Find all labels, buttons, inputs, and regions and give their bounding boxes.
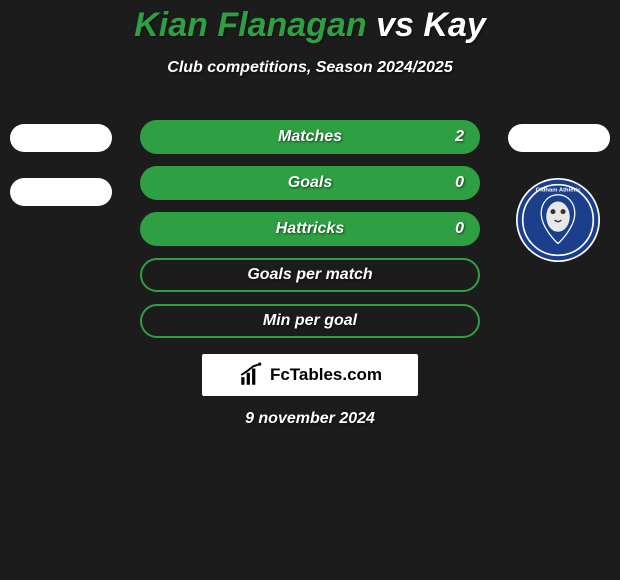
player2-club-badge: Oldham Athletic	[516, 178, 600, 262]
club-crest-icon: Oldham Athletic	[516, 178, 600, 262]
stat-label: Goals per match	[142, 266, 478, 284]
stat-bars: Matches 2 Goals 0 Hattricks 0 Goals per …	[140, 120, 480, 350]
fctables-logo: FcTables.com	[202, 354, 418, 396]
stat-value: 0	[455, 174, 464, 192]
stat-bar-matches: Matches 2	[140, 120, 480, 154]
logo-text: FcTables.com	[270, 365, 382, 385]
stat-value: 2	[455, 128, 464, 146]
stat-bar-goals: Goals 0	[140, 166, 480, 200]
stat-bar-goals-per-match: Goals per match	[140, 258, 480, 292]
vs-text: vs	[376, 6, 414, 44]
right-value-pill-1	[508, 124, 610, 152]
left-value-pill-2	[10, 178, 112, 206]
stat-bar-min-per-goal: Min per goal	[140, 304, 480, 338]
stat-label: Goals	[142, 174, 478, 192]
left-value-pill-1	[10, 124, 112, 152]
chart-icon	[238, 362, 264, 388]
page-title: Kian Flanagan vs Kay	[0, 0, 620, 45]
date-text: 9 november 2024	[0, 410, 620, 428]
player1-name: Kian Flanagan	[134, 6, 366, 44]
stat-bar-hattricks: Hattricks 0	[140, 212, 480, 246]
player2-name: Kay	[423, 6, 485, 44]
subtitle: Club competitions, Season 2024/2025	[0, 59, 620, 77]
stat-label: Matches	[142, 128, 478, 146]
stat-label: Hattricks	[142, 220, 478, 238]
stat-label: Min per goal	[142, 312, 478, 330]
svg-text:Oldham Athletic: Oldham Athletic	[536, 187, 581, 193]
stat-value: 0	[455, 220, 464, 238]
